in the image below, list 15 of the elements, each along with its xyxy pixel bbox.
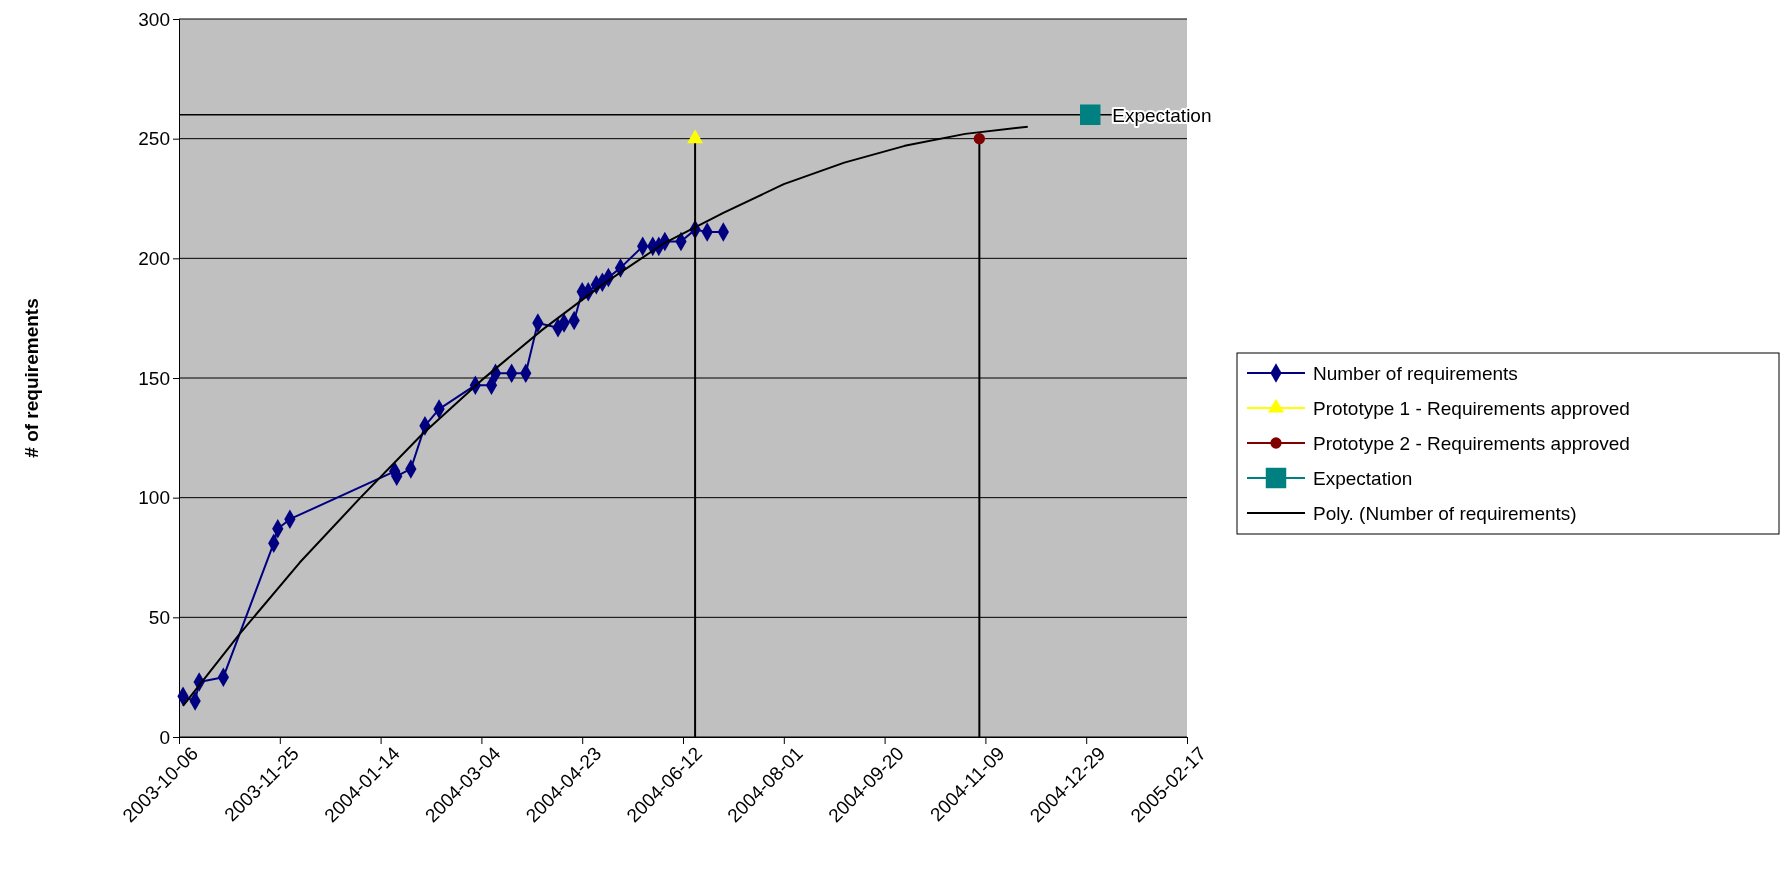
point [1079, 104, 1101, 125]
legend-label: Prototype 2 - Requirements approved [1313, 433, 1630, 454]
y-tick-label: 250 [138, 128, 170, 150]
y-tick-label: 200 [138, 247, 170, 269]
y-axis-title: # of requirements [21, 298, 42, 458]
legend-label: Number of requirements [1313, 363, 1518, 384]
point [973, 133, 985, 145]
y-tick-label: 150 [138, 367, 170, 389]
y-tick-label: 50 [148, 606, 170, 628]
legend-label: Expectation [1313, 468, 1413, 489]
y-tick-label: 100 [138, 487, 170, 509]
y-tick-label: 0 [159, 726, 170, 748]
legend-label: Prototype 1 - Requirements approved [1313, 398, 1630, 419]
legend-label: Poly. (Number of requirements) [1313, 503, 1577, 524]
y-tick-label: 300 [138, 8, 170, 30]
